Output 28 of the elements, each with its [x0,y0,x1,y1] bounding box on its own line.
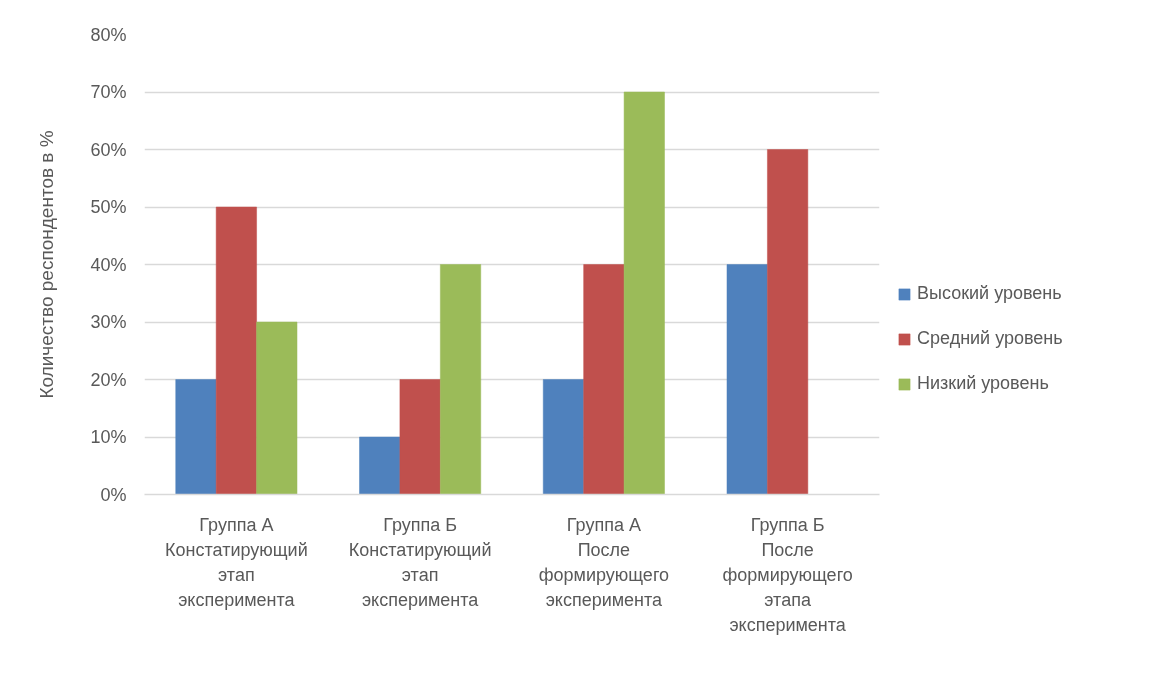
bar [767,149,809,495]
bar [399,379,441,495]
x-tick-label: Группа А После формирующего эксперимента [538,514,670,610]
y-tick-label: 40% [90,254,127,275]
y-tick-label: 60% [90,139,127,160]
legend-label: Средний уровень [917,328,1063,349]
y-tick-label: 30% [90,312,127,332]
bar [175,379,217,495]
bar [623,91,665,495]
y-tick-label: 80% [90,24,127,45]
bar [726,264,768,495]
y-tick-label: 20% [90,369,127,390]
x-tick-label: Группа Б После формирующего этапа эксперимента [722,514,853,635]
bar [359,436,401,495]
bar [542,379,584,495]
bar [440,264,482,495]
y-tick-label: 50% [90,197,127,217]
x-tick-label: Группа А Констатирующий этап эксперимента [165,514,308,610]
legend-label: Высокий уровень [917,283,1062,304]
legend-label: Низкий уровень [917,373,1049,394]
bar [215,206,257,495]
y-axis-title: Количество респондентов в % [36,130,58,399]
y-tick-label: 10% [90,427,127,447]
bar [583,264,625,495]
bar [256,321,298,495]
y-tick-label: 70% [90,82,127,102]
x-tick-label: Группа Б Констатирующий этап эксперимента [348,514,492,610]
y-tick-label: 0% [100,484,127,505]
